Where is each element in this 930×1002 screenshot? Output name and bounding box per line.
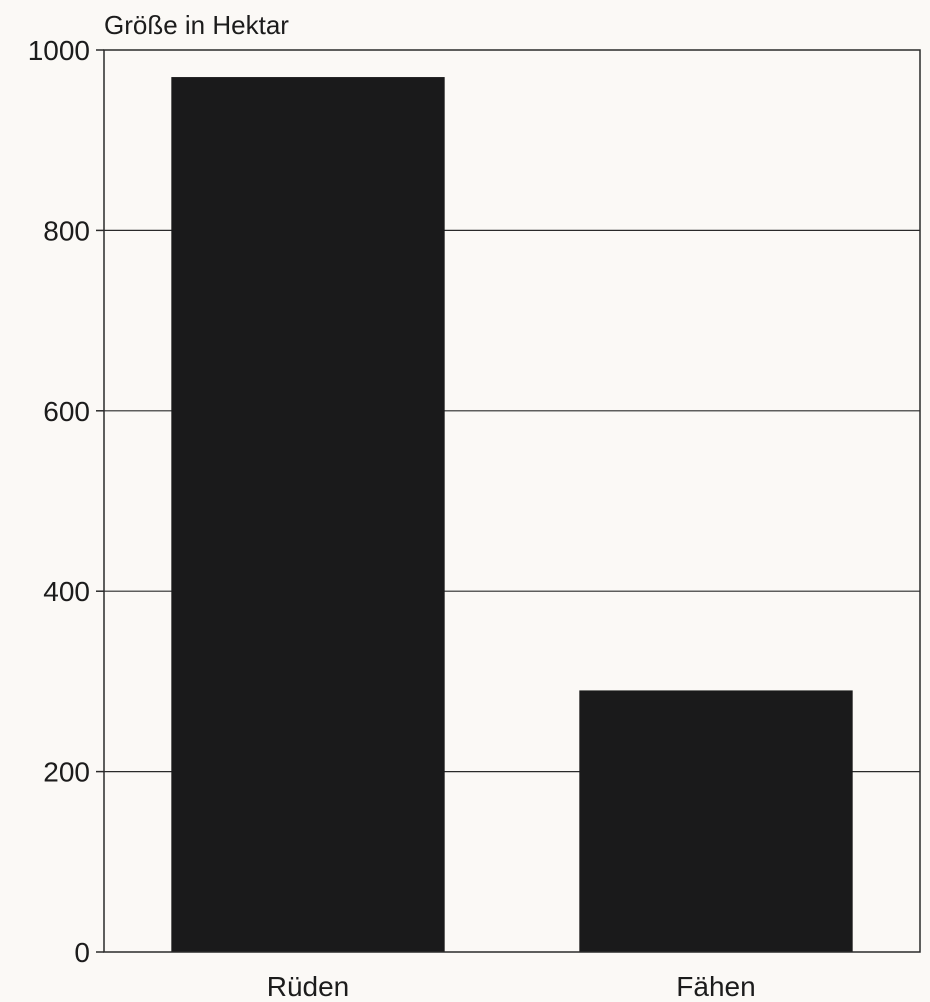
- bars: [171, 77, 853, 952]
- plot-frame: [103, 49, 921, 953]
- y-tick-label: 200: [43, 757, 90, 788]
- y-tick-label: 800: [43, 215, 90, 246]
- y-axis-title: Größe in Hektar: [104, 10, 289, 40]
- x-axis-categories: Rüden Fähen: [267, 971, 756, 1002]
- y-axis-ticks: 0 200 400 600 800 1000: [28, 35, 104, 968]
- x-category-label: Rüden: [267, 971, 350, 1002]
- y-tick-label: 1000: [28, 35, 90, 66]
- bar-1: [579, 690, 853, 952]
- x-category-label: Fähen: [676, 971, 755, 1002]
- y-tick-label: 600: [43, 396, 90, 427]
- y-tick-label: 400: [43, 576, 90, 607]
- y-tick-label: 0: [74, 937, 90, 968]
- bar-0: [171, 77, 445, 952]
